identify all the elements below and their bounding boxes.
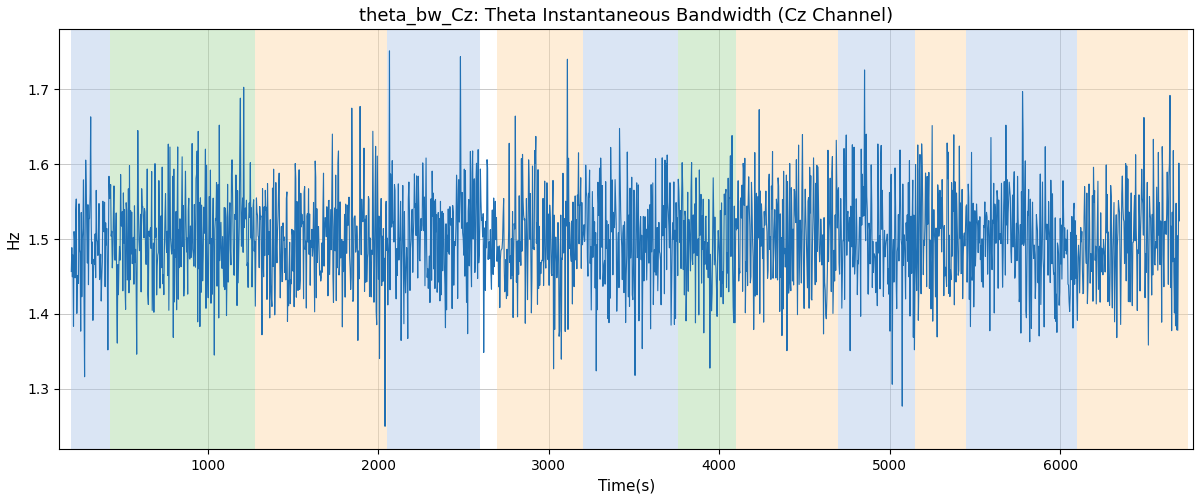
Bar	[110, 30, 256, 449]
Bar	[71, 30, 110, 449]
Bar	[1078, 30, 1188, 449]
Bar	[736, 30, 839, 449]
X-axis label: Time(s): Time(s)	[598, 478, 655, 493]
Bar	[386, 30, 480, 449]
Bar	[916, 30, 966, 449]
Bar	[256, 30, 386, 449]
Bar	[498, 30, 583, 449]
Bar	[650, 30, 678, 449]
Bar	[678, 30, 736, 449]
Bar	[966, 30, 1078, 449]
Y-axis label: Hz: Hz	[7, 230, 22, 249]
Bar	[583, 30, 650, 449]
Title: theta_bw_Cz: Theta Instantaneous Bandwidth (Cz Channel): theta_bw_Cz: Theta Instantaneous Bandwid…	[359, 7, 893, 25]
Bar	[839, 30, 916, 449]
